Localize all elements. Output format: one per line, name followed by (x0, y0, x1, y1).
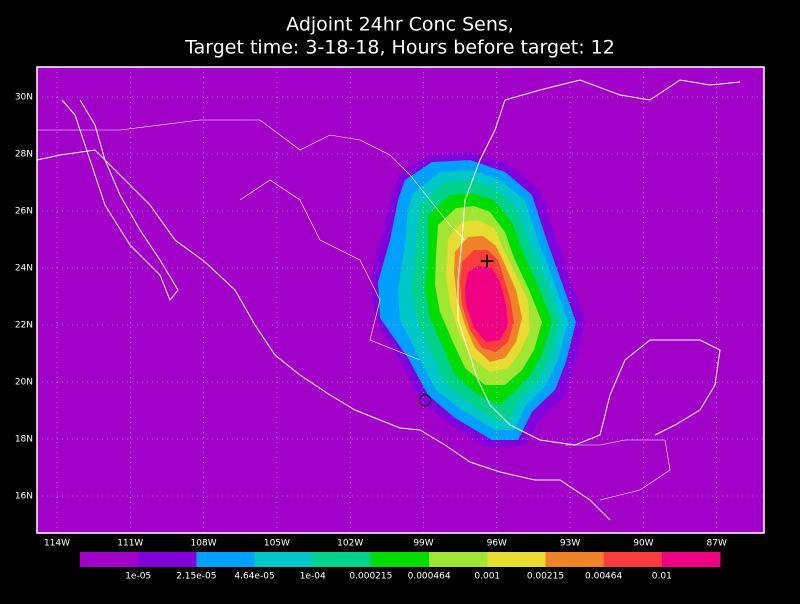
colorbar-swatch (661, 552, 721, 567)
colorbar-label: 0.01 (652, 572, 672, 582)
lon-label: 96W (487, 539, 507, 549)
lon-label: 114W (44, 539, 70, 549)
lat-label: 20N (15, 378, 33, 388)
colorbar-swatch (138, 552, 197, 567)
lat-label: 18N (15, 435, 33, 445)
colorbar-label: 1e-04 (300, 572, 326, 582)
colorbar-label: 0.000215 (349, 572, 392, 582)
colorbar-label: 0.00464 (585, 572, 622, 582)
lat-label: 26N (15, 207, 33, 217)
lat-label: 24N (15, 264, 33, 274)
lat-label: 22N (15, 321, 33, 331)
colorbar-swatch (254, 552, 314, 567)
colorbar-swatch (545, 552, 605, 567)
colorbar-swatch (429, 552, 488, 567)
borders (37, 119, 671, 501)
map-frame (36, 66, 765, 534)
lon-label: 93W (560, 539, 580, 549)
axis-labels: 30N 28N 26N 24N 22N 20N 18N 16N 114W 111W 108W 105W… (15, 93, 727, 549)
title-line: Adjoint 24hr Conc Sens, (286, 14, 514, 36)
lat-label: 16N (15, 492, 33, 502)
title-line: Target time: 3-18-18, Hours before targe… (184, 37, 615, 59)
colorbar-label: 0.00215 (527, 572, 564, 582)
colorbar-swatch (312, 552, 372, 567)
coastlines (36, 79, 741, 521)
lon-label: 108W (191, 539, 217, 549)
lon-label: 111W (117, 539, 143, 549)
colorbar-label: 0.001 (474, 572, 500, 582)
colorbar-swatch (603, 552, 663, 567)
colorbar-swatch (80, 552, 139, 567)
source-marker: ○ (418, 390, 432, 409)
lat-label: 30N (15, 93, 33, 103)
target-marker: + (479, 249, 496, 273)
colorbar-label: 4.64e-05 (234, 572, 274, 582)
sensitivity-field (370, 152, 585, 448)
lon-label: 105W (264, 539, 290, 549)
lon-label: 87W (707, 539, 727, 549)
colorbar-label: 1e-05 (125, 572, 151, 582)
colorbar-label: 2.15e-05 (176, 572, 216, 582)
colorbar-swatch (487, 552, 546, 567)
colorbar-swatch (196, 552, 256, 567)
lat-label: 28N (15, 150, 33, 160)
colorbar-label: 0.000464 (408, 572, 451, 582)
lon-label: 102W (337, 539, 363, 549)
colorbar: 1e-05 2.15e-05 4.64e-05 1e-04 0.000215 0.0004… (80, 552, 721, 582)
lon-label: 90W (633, 539, 653, 549)
colorbar-swatch (370, 552, 430, 567)
lon-label: 99W (413, 539, 433, 549)
grid (37, 67, 764, 533)
